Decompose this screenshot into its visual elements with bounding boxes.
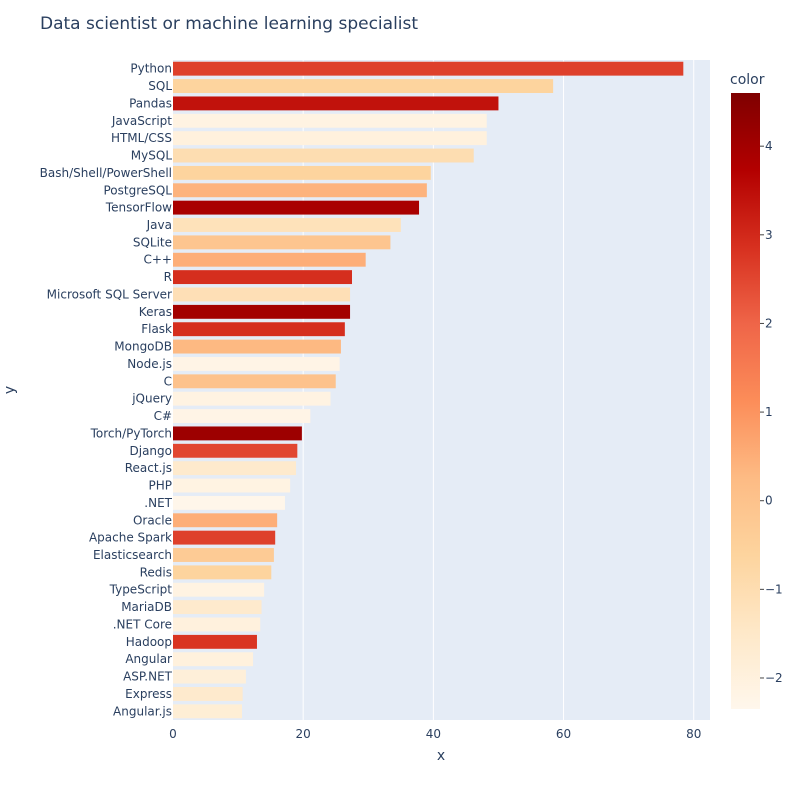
bar (173, 530, 276, 545)
colorbar-tick-label: 2 (765, 316, 773, 330)
y-tick-label: Oracle (133, 513, 172, 527)
y-tick-label: jQuery (131, 392, 172, 406)
y-tick-label: Bash/Shell/PowerShell (40, 166, 172, 180)
x-axis-title: x (437, 748, 445, 764)
bar (173, 322, 345, 337)
bar (173, 478, 291, 493)
y-tick-label: HTML/CSS (111, 131, 172, 145)
y-tick-label: R (164, 270, 172, 284)
bar (173, 113, 487, 128)
bar (173, 687, 243, 701)
bar (173, 495, 285, 510)
bar (173, 200, 420, 215)
y-tick-label: Angular (125, 652, 172, 666)
bars (173, 61, 684, 719)
colorbar (731, 93, 760, 709)
bar (173, 235, 391, 250)
bar (173, 513, 278, 528)
bar (173, 634, 257, 649)
bar (173, 669, 246, 684)
y-tick-label: Redis (140, 565, 172, 579)
y-tick-label: Angular.js (113, 704, 172, 718)
x-tick-label: 80 (686, 727, 701, 741)
colorbar-tick-labels: −2 −1 0 1 2 3 4 (760, 139, 783, 685)
y-tick-label: MariaDB (121, 600, 172, 614)
x-tick-label: 0 (169, 727, 177, 741)
bar (173, 96, 499, 111)
y-tick-label: TypeScript (109, 583, 173, 597)
bar (173, 131, 487, 146)
bar (173, 617, 261, 632)
y-tick-label: C# (154, 409, 172, 423)
bar (173, 357, 340, 371)
chart-title: Data scientist or machine learning speci… (40, 14, 418, 34)
y-tick-label: MongoDB (114, 340, 172, 354)
y-tick-label: React.js (125, 461, 172, 475)
y-tick-label: Microsoft SQL Server (47, 287, 172, 301)
bar (173, 339, 341, 354)
x-tick-label: 40 (426, 727, 441, 741)
y-tick-label: Elasticsearch (93, 548, 172, 562)
y-tick-label: .NET (144, 496, 172, 510)
y-axis-title: y (2, 386, 18, 394)
bar (173, 165, 431, 180)
bar (173, 461, 297, 476)
bar (173, 391, 331, 406)
bar (173, 600, 262, 615)
bar (173, 443, 298, 458)
y-tick-label: ASP.NET (123, 670, 173, 684)
bar (173, 652, 254, 667)
bar (173, 61, 684, 76)
y-tick-label: C (164, 374, 172, 388)
y-tick-label: Node.js (127, 357, 172, 371)
y-tick-label: Flask (141, 322, 172, 336)
y-tick-label: Express (125, 687, 172, 701)
bar (173, 270, 352, 285)
colorbar-tick-label: 4 (765, 139, 773, 153)
y-tick-label: Apache Spark (89, 531, 172, 545)
bar (173, 287, 351, 302)
bar (173, 409, 311, 423)
bar (173, 183, 427, 198)
y-tick-label: TensorFlow (105, 201, 172, 215)
y-tick-label: JavaScript (111, 114, 172, 128)
y-tick-label: .NET Core (113, 617, 172, 631)
bar (173, 304, 351, 319)
bar (173, 148, 474, 163)
colorbar-tick-label: −1 (765, 582, 783, 596)
y-tick-label: MySQL (131, 149, 173, 163)
y-tick-label: PostgreSQL (103, 183, 172, 197)
y-tick-label: Pandas (129, 96, 172, 110)
y-tick-label: SQLite (133, 235, 172, 249)
y-tick-label: Hadoop (126, 635, 172, 649)
bar (173, 704, 242, 719)
y-tick-label: C++ (144, 253, 173, 267)
bar (173, 426, 302, 441)
y-tick-label: PHP (149, 479, 173, 493)
colorbar-title: color (730, 72, 765, 88)
colorbar-tick-label: −2 (765, 671, 783, 685)
y-tick-label: SQL (148, 79, 172, 93)
bar (173, 548, 274, 562)
bar (173, 374, 336, 389)
colorbar-tick-label: 3 (765, 228, 773, 242)
y-tick-label: Python (130, 62, 172, 76)
x-tick-label: 20 (296, 727, 311, 741)
bar (173, 252, 366, 267)
y-tick-labels: Python SQL Pandas JavaScript HTML/CSS MySQL Ba… (40, 62, 173, 719)
y-tick-label: Torch/PyTorch (90, 426, 172, 440)
bar (173, 218, 401, 232)
colorbar-tick-label: 1 (765, 405, 773, 419)
y-tick-label: Keras (139, 305, 172, 319)
y-tick-label: Django (130, 444, 173, 458)
bar (173, 582, 265, 597)
x-tick-label: 60 (556, 727, 571, 741)
colorbar-tick-label: 0 (765, 494, 773, 508)
bar (173, 565, 272, 580)
y-tick-label: Java (146, 218, 172, 232)
bar (173, 79, 554, 93)
x-tick-labels: 0 20 40 60 80 (169, 727, 701, 741)
